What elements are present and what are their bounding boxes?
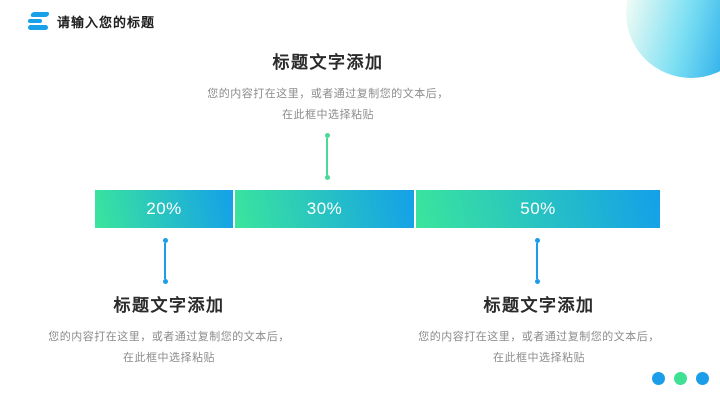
section-bottom-left-body-line2: 在此框中选择粘贴 — [123, 352, 215, 364]
connector-bottom-right — [534, 238, 540, 284]
dot-blue — [696, 372, 709, 385]
percentage-bar: 20% 30% 50% — [95, 190, 660, 228]
slide-header: 请输入您的标题 — [28, 12, 155, 31]
header-title: 请输入您的标题 — [57, 15, 156, 30]
connector-dot — [324, 175, 330, 180]
connector-line — [536, 243, 538, 279]
dot-green — [674, 372, 687, 385]
connector-line — [164, 243, 166, 279]
section-bottom-right: 标题文字添加 您的内容打在这里，或者通过复制您的文本后， 在此框中选择粘贴 — [379, 291, 699, 369]
connector-dot — [534, 279, 540, 284]
menu-bars-icon — [28, 12, 50, 31]
section-bottom-left-body-line1: 您的内容打在这里，或者通过复制您的文本后， — [48, 331, 290, 343]
bar-segment-20: 20% — [95, 190, 233, 228]
bar-segment-50: 50% — [416, 190, 660, 228]
menu-bar-bottom — [28, 25, 48, 30]
connector-dot — [534, 238, 540, 243]
section-top-body-line1: 您的内容打在这里，或者通过复制您的文本后， — [207, 88, 449, 100]
connector-top — [324, 133, 330, 180]
dot-blue — [652, 372, 665, 385]
section-top-body-line2: 在此框中选择粘贴 — [282, 109, 374, 121]
connector-dot — [324, 133, 330, 138]
connector-dot — [162, 238, 168, 243]
bar-segment-30: 30% — [235, 190, 414, 228]
menu-bar-middle — [28, 18, 42, 24]
section-top: 标题文字添加 您的内容打在这里，或者通过复制您的文本后， 在此框中选择粘贴 — [168, 48, 488, 126]
bar-segment-label: 30% — [306, 199, 343, 218]
connector-line — [326, 138, 328, 175]
bar-segment-label: 50% — [520, 199, 556, 218]
section-bottom-right-title: 标题文字添加 — [483, 296, 595, 315]
connector-bottom-left — [162, 238, 168, 284]
section-bottom-left: 标题文字添加 您的内容打在这里，或者通过复制您的文本后， 在此框中选择粘贴 — [9, 291, 329, 369]
connector-dot — [162, 279, 168, 284]
corner-circle-decoration — [626, 0, 720, 78]
section-bottom-left-title: 标题文字添加 — [113, 296, 225, 315]
section-bottom-right-body-line1: 您的内容打在这里，或者通过复制您的文本后， — [418, 331, 660, 343]
bar-segment-label: 20% — [146, 199, 182, 218]
footer-dots-decoration — [652, 372, 709, 385]
menu-bar-top — [30, 12, 50, 17]
section-bottom-right-body-line2: 在此框中选择粘贴 — [493, 352, 585, 364]
section-top-title: 标题文字添加 — [272, 53, 384, 72]
